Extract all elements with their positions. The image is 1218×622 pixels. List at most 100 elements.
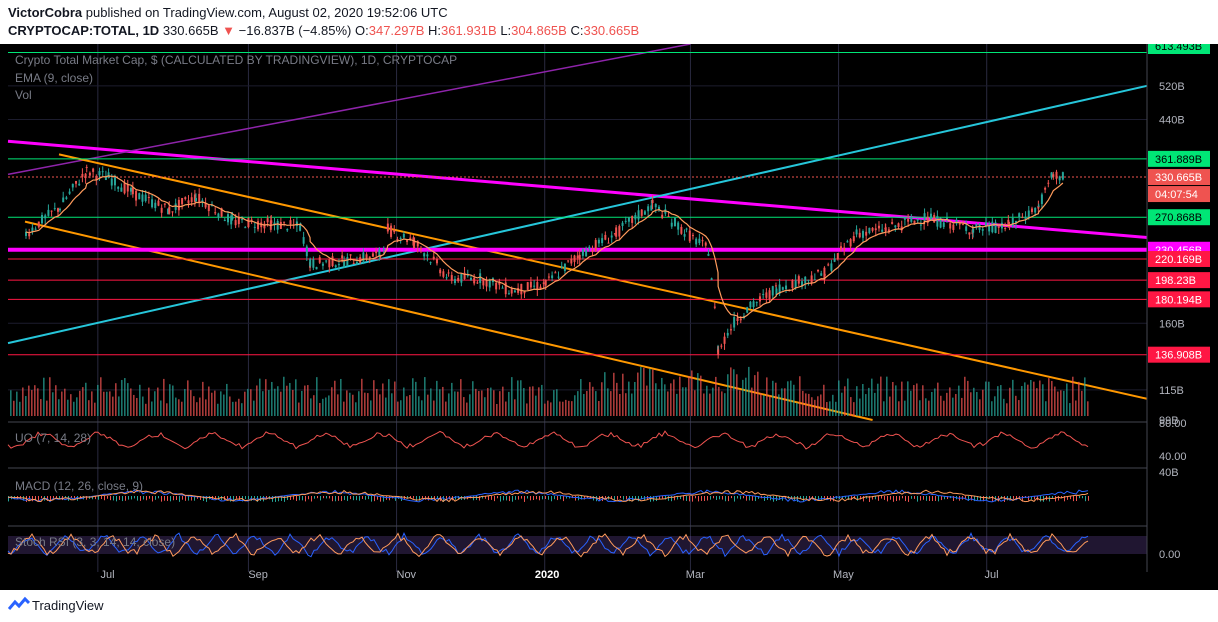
macd-histogram-bar xyxy=(350,496,351,500)
volume-bar xyxy=(1009,387,1011,416)
volume-bar xyxy=(763,395,765,416)
volume-bar xyxy=(868,387,870,416)
macd-histogram-bar xyxy=(587,496,588,499)
stoch-rsi-legend[interactable]: Stoch RSI (3, 3, 14, 14, close) xyxy=(15,535,176,549)
candle-body xyxy=(765,292,768,298)
volume-bar xyxy=(157,387,159,416)
volume-bar xyxy=(289,382,291,416)
macd-histogram-bar xyxy=(149,496,150,499)
candle-body xyxy=(670,222,673,227)
macd-histogram-bar xyxy=(746,496,747,501)
macd-histogram-bar xyxy=(902,496,903,499)
candle-body xyxy=(755,302,758,304)
volume-bar xyxy=(226,383,228,416)
price-level-label-tag xyxy=(1148,44,1210,54)
macd-histogram-bar xyxy=(419,496,420,501)
volume-bar xyxy=(259,378,261,416)
chart-title-legend[interactable]: Crypto Total Market Cap, $ (CALCULATED B… xyxy=(15,53,458,67)
volume-bar xyxy=(94,402,96,416)
volume-bar xyxy=(115,383,117,416)
volume-bar xyxy=(178,399,180,416)
macd-histogram-bar xyxy=(539,496,540,501)
volume-bar xyxy=(304,385,306,416)
volume-bar xyxy=(676,393,678,416)
volume-bar xyxy=(973,387,975,416)
volume-bar xyxy=(478,391,480,416)
candle-body xyxy=(972,228,975,233)
macd-histogram-bar xyxy=(914,496,915,499)
candle-body xyxy=(71,183,74,188)
time-tick-label: 2020 xyxy=(535,569,559,581)
price-tick-label: 99B xyxy=(1159,415,1179,427)
down-arrow-icon: ▼ xyxy=(222,23,235,38)
volume-bar xyxy=(493,390,495,416)
candle-body xyxy=(129,187,132,192)
price-level-label: 220.169B xyxy=(1155,254,1202,266)
macd-histogram-bar xyxy=(119,496,120,500)
volume-bar xyxy=(520,380,522,416)
volume-bar xyxy=(247,388,249,416)
volume-bar xyxy=(895,385,897,416)
volume-bar xyxy=(133,394,135,416)
macd-histogram-bar xyxy=(560,496,561,500)
volume-bar xyxy=(883,401,885,416)
candle-body xyxy=(594,240,597,251)
candle-body xyxy=(98,171,101,176)
volume-bar xyxy=(619,393,621,416)
volume-bar xyxy=(916,383,918,416)
volume-bar xyxy=(853,402,855,416)
candle-body xyxy=(485,279,488,287)
macd-histogram-bar xyxy=(977,496,978,501)
macd-histogram-bar xyxy=(1028,496,1029,501)
macd-legend[interactable]: MACD (12, 26, close, 9) xyxy=(15,479,144,493)
candle-body xyxy=(144,194,147,202)
candle-body xyxy=(749,301,752,308)
candle-body xyxy=(276,220,279,230)
candle-body xyxy=(775,288,778,295)
macd-histogram-bar xyxy=(932,496,933,502)
macd-histogram-bar xyxy=(719,496,720,500)
candle-body xyxy=(207,205,210,212)
macd-histogram-bar xyxy=(923,496,924,500)
volume-bar xyxy=(544,403,546,416)
volume-bar xyxy=(331,387,333,416)
uo-legend[interactable]: UO (7, 14, 28) xyxy=(15,431,92,445)
volume-bar xyxy=(286,385,288,416)
candle-body xyxy=(1044,187,1047,190)
volume-bar xyxy=(847,378,849,416)
volume-bar xyxy=(283,376,285,416)
macd-histogram-bar xyxy=(278,496,279,502)
volume-bar xyxy=(964,376,966,416)
candle-body xyxy=(791,280,794,289)
tradingview-brand[interactable]: TradingView xyxy=(32,598,104,613)
candle-body xyxy=(1058,176,1061,181)
candle-body xyxy=(107,172,110,178)
candle-body xyxy=(804,276,807,284)
volume-bar xyxy=(67,399,69,416)
volume-bar xyxy=(673,379,675,416)
volume-bar xyxy=(1036,388,1038,416)
volume-bar xyxy=(490,387,492,416)
volume-bar xyxy=(712,387,714,416)
volume-legend[interactable]: Vol xyxy=(15,88,32,102)
chart-canvas[interactable]: 99B 115B 160B 440B 520B 361.889B 330.665B 04:07… xyxy=(0,44,1218,590)
macd-histogram-bar xyxy=(272,496,273,502)
macd-histogram-bar xyxy=(578,496,579,501)
volume-bar xyxy=(274,388,276,416)
ema-legend[interactable]: EMA (9, close) xyxy=(15,71,94,85)
volume-bar xyxy=(58,399,60,416)
candle-body xyxy=(167,208,170,215)
macd-histogram-bar xyxy=(431,496,432,500)
volume-bar xyxy=(721,391,723,416)
volume-bar xyxy=(193,396,195,416)
macd-histogram-bar xyxy=(797,496,798,502)
footer: TradingView xyxy=(0,590,1218,622)
volume-bar xyxy=(961,397,963,416)
candle-body xyxy=(939,218,942,228)
macd-histogram-bar xyxy=(878,496,879,501)
macd-histogram-bar xyxy=(791,496,792,500)
candle-body xyxy=(163,203,166,205)
volume-bar xyxy=(1033,381,1035,416)
macd-histogram-bar xyxy=(692,496,693,502)
publisher-name[interactable]: VictorCobra xyxy=(8,5,83,20)
